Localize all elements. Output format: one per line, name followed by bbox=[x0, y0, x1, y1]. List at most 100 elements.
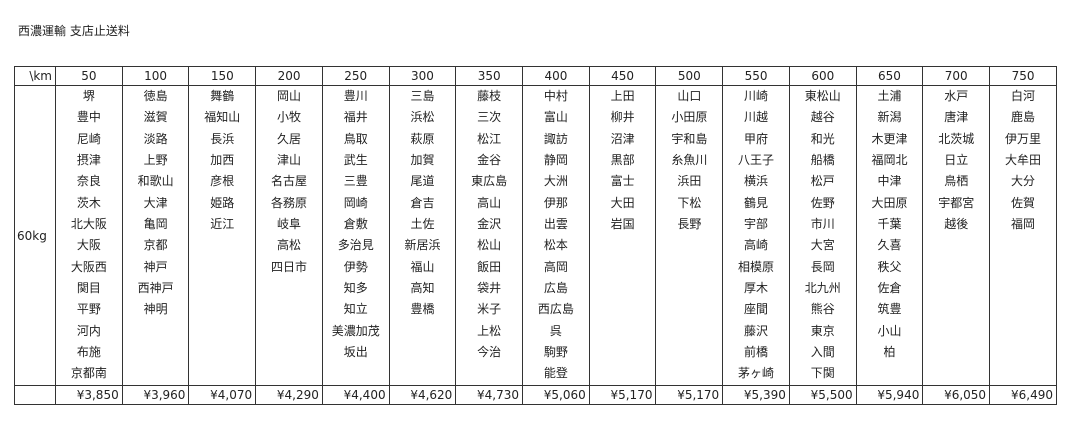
city-name: 大津 bbox=[143, 195, 168, 210]
city-name: 東広島 bbox=[471, 174, 508, 189]
km-header: 750 bbox=[989, 66, 1057, 86]
city-name: 和光 bbox=[810, 131, 835, 146]
city-name: 富山 bbox=[543, 110, 568, 125]
city-name: 大宮 bbox=[810, 238, 835, 253]
km-header: 100 bbox=[121, 66, 190, 86]
city-name: 市川 bbox=[810, 217, 835, 232]
cities-row: 60kg 堺豊中 尼崎 摂津 奈良 茨木 北大阪 大阪 大阪西 関目 平野 河内 布施 京都南 徳島 滋賀淡… bbox=[14, 85, 1057, 386]
city-name: 豊橋 bbox=[410, 302, 435, 317]
shipping-rate-table: \km 50 100 150 200 250 300 350 400 450 500 550 600 6… bbox=[14, 66, 1057, 405]
city-name: 久喜 bbox=[877, 238, 902, 253]
page-title: 西濃運輸 支店止送料 bbox=[18, 24, 130, 38]
city-name: 徳島 bbox=[143, 89, 168, 103]
city-name: 出雲 bbox=[543, 217, 568, 232]
city-name: 上田 bbox=[610, 89, 635, 103]
city-name: 京都 bbox=[143, 238, 168, 253]
city-name: 西神戸 bbox=[137, 281, 174, 296]
city-name: 土佐 bbox=[410, 217, 435, 232]
city-name: 姫路 bbox=[210, 195, 235, 210]
city-name: 高松 bbox=[277, 238, 302, 253]
city-name: 佐野 bbox=[810, 195, 835, 210]
city-name: 長野 bbox=[677, 217, 702, 232]
city-name: 大牟田 bbox=[1005, 153, 1042, 168]
city-name: 尾道 bbox=[410, 174, 435, 189]
city-name: 福山 bbox=[410, 259, 435, 274]
city-list-cell: 白河 鹿島 伊万里 大牟田 大分 佐賀 福岡 bbox=[989, 85, 1057, 386]
city-name: 岡崎 bbox=[343, 195, 368, 210]
city-name: 大田原 bbox=[871, 195, 908, 210]
city-name: 秩父 bbox=[877, 259, 902, 274]
city-list-cell: 中村 富山 諏訪 静岡 大洲 伊那 出雲 松本 高岡 広島 西広島呉駒野 能登 bbox=[522, 85, 590, 386]
city-name: 沼津 bbox=[610, 131, 635, 146]
city-name: 駒野 bbox=[543, 345, 568, 360]
price-cell: ¥4,070 bbox=[188, 385, 257, 405]
city-name: 金沢 bbox=[477, 217, 502, 232]
city-name: 舞鶴 bbox=[210, 89, 235, 103]
city-name: 大阪 bbox=[76, 238, 101, 253]
city-name: 三次 bbox=[477, 110, 502, 125]
header-row: \km 50 100 150 200 250 300 350 400 450 500 550 600 6… bbox=[14, 66, 1057, 86]
city-name: 松本 bbox=[543, 238, 568, 253]
weight-label: 60kg bbox=[14, 85, 56, 386]
city-name: 中津 bbox=[877, 174, 902, 189]
price-cell: ¥5,170 bbox=[588, 385, 657, 405]
city-name: 諏訪 bbox=[543, 131, 568, 146]
city-name: 東京 bbox=[810, 323, 835, 338]
km-header: 400 bbox=[522, 66, 590, 86]
city-name: 鹿島 bbox=[1011, 110, 1036, 125]
city-name: 宇都宮 bbox=[938, 195, 975, 210]
city-name: 坂出 bbox=[343, 345, 368, 360]
city-name: 鳥栖 bbox=[944, 174, 969, 189]
city-name: 川越 bbox=[744, 110, 769, 125]
city-name: 入間 bbox=[810, 345, 835, 360]
city-name: 武生 bbox=[343, 153, 368, 168]
city-name: 日立 bbox=[944, 153, 969, 168]
city-name: 浜松 bbox=[410, 110, 435, 125]
city-name: 西広島 bbox=[537, 302, 574, 317]
city-name: 越後 bbox=[944, 217, 969, 232]
city-name: 静岡 bbox=[543, 153, 568, 168]
price-cell: ¥5,390 bbox=[722, 385, 790, 405]
city-name: 熊谷 bbox=[810, 302, 835, 317]
price-cell: ¥4,620 bbox=[388, 385, 457, 405]
city-name: 佐賀 bbox=[1011, 195, 1036, 210]
city-list-cell: 舞鶴 福知山 長浜 加西 彦根 姫路 近江 bbox=[188, 85, 257, 386]
price-row: ¥3,850 ¥3,960 ¥4,070 ¥4,290 ¥4,400 ¥4,620 ¥4,7… bbox=[14, 385, 1057, 405]
city-name: 和歌山 bbox=[137, 174, 174, 189]
city-name: 豊川 bbox=[343, 89, 368, 103]
city-name: 北九州 bbox=[804, 281, 841, 296]
city-name: 伊那 bbox=[543, 195, 568, 210]
city-name: 今治 bbox=[477, 345, 502, 360]
city-name: 飯田 bbox=[477, 259, 502, 274]
city-list-cell: 豊川 福井 鳥取 武生 三豊 岡崎 倉敷 多治見 伊勢 知多 知立 美濃加茂 坂出 bbox=[321, 85, 390, 386]
city-name: 能登 bbox=[543, 366, 568, 381]
price-cell: ¥3,850 bbox=[55, 385, 123, 405]
city-list-cell: 東松山 越谷 和光 船橋 松戸 佐野 市川 大宮 長岡 北九州 熊谷 東京 入間 下関 bbox=[788, 85, 857, 386]
city-name: 久居 bbox=[277, 131, 302, 146]
city-name: 福岡北 bbox=[871, 153, 908, 168]
city-name: 袋井 bbox=[477, 281, 502, 296]
city-name: 関目 bbox=[76, 281, 101, 296]
city-name: 山口 bbox=[677, 89, 702, 103]
km-header: 200 bbox=[255, 66, 323, 86]
city-name: 米子 bbox=[477, 302, 502, 317]
city-name: 川崎 bbox=[744, 89, 769, 103]
city-name: 北大阪 bbox=[70, 217, 107, 232]
city-name: 高山 bbox=[477, 195, 502, 210]
city-name: 三豊 bbox=[343, 174, 368, 189]
city-name: 岡山 bbox=[277, 89, 302, 103]
city-name: 河内 bbox=[76, 323, 101, 338]
price-cell: ¥4,730 bbox=[455, 385, 524, 405]
city-name: 淡路 bbox=[143, 131, 168, 146]
city-name: 前橋 bbox=[744, 345, 769, 360]
city-name: 黒部 bbox=[610, 153, 635, 168]
city-name: 伊万里 bbox=[1005, 131, 1042, 146]
city-name: 水戸 bbox=[944, 89, 969, 103]
city-name: 三島 bbox=[410, 89, 435, 103]
city-name: 摂津 bbox=[76, 153, 101, 168]
city-name: 新居浜 bbox=[404, 238, 441, 253]
city-list-cell: 土浦 新潟 木更津 福岡北 中津 大田原 千葉 久喜 秩父 佐倉 筑豊 小山柏 bbox=[855, 85, 924, 386]
city-list-cell: 岡山 小牧 久居 津山 名古屋 各務原 岐阜 高松 四日市 bbox=[255, 85, 323, 386]
city-name: 茅ヶ崎 bbox=[738, 366, 775, 381]
city-name: 布施 bbox=[76, 345, 101, 360]
